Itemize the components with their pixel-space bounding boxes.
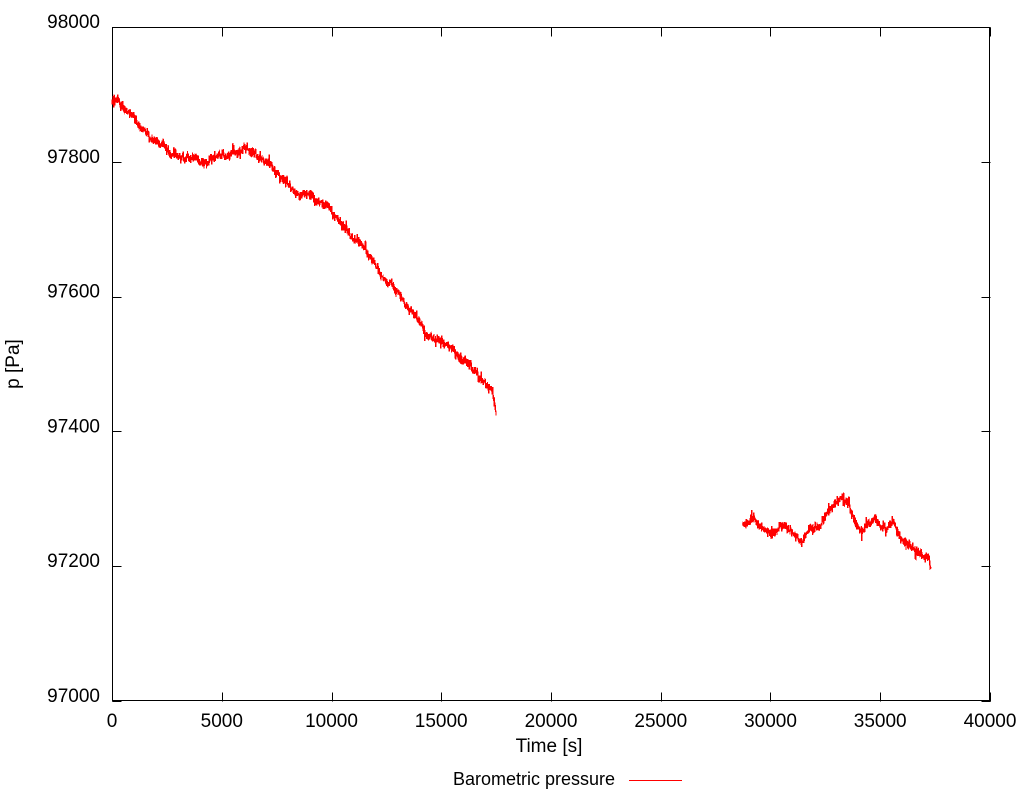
svg-text:97200: 97200 (47, 551, 100, 572)
svg-text:Time [s]: Time [s] (516, 736, 583, 757)
svg-text:30000: 30000 (744, 711, 797, 732)
svg-text:20000: 20000 (525, 711, 578, 732)
svg-text:97800: 97800 (47, 147, 100, 168)
svg-text:10000: 10000 (305, 711, 358, 732)
svg-text:5000: 5000 (201, 711, 243, 732)
svg-text:97600: 97600 (47, 282, 100, 303)
svg-text:15000: 15000 (415, 711, 468, 732)
svg-text:98000: 98000 (47, 12, 100, 33)
svg-text:25000: 25000 (634, 711, 687, 732)
svg-text:40000: 40000 (964, 711, 1017, 732)
svg-text:35000: 35000 (854, 711, 907, 732)
svg-text:Barometric pressure: Barometric pressure (453, 769, 615, 789)
svg-text:p [Pa]: p [Pa] (3, 339, 24, 389)
svg-text:97000: 97000 (47, 686, 100, 707)
svg-text:97400: 97400 (47, 416, 100, 437)
svg-text:0: 0 (107, 711, 118, 732)
